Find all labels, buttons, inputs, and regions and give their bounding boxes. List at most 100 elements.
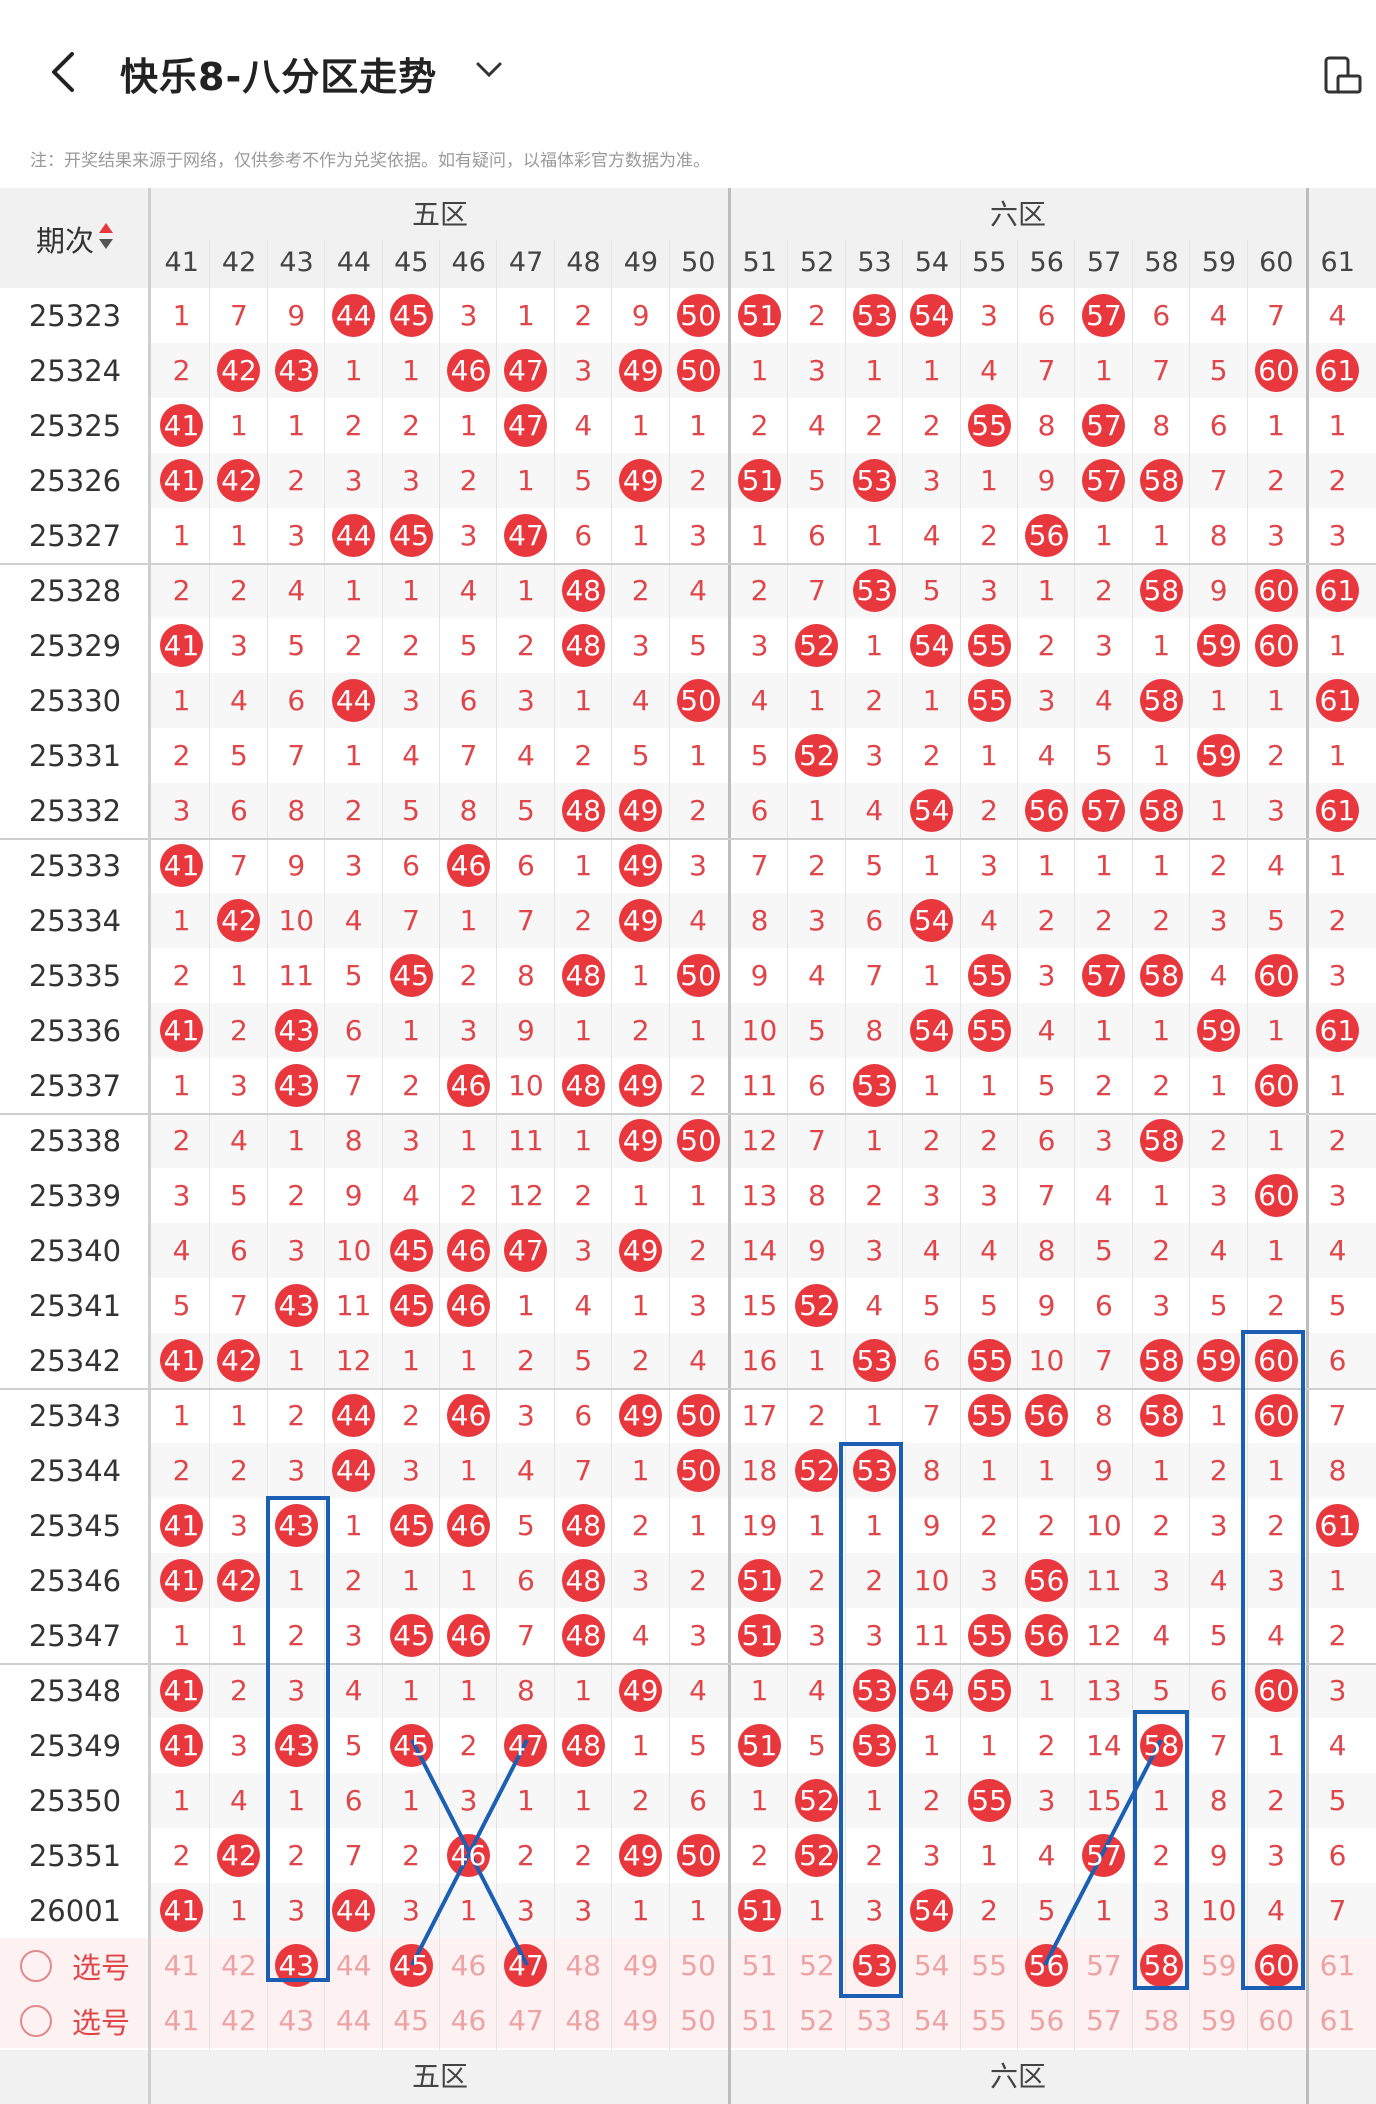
select-ball[interactable]: 57 — [1086, 1949, 1122, 1982]
miss-count: 3 — [1152, 1894, 1171, 1927]
miss-count: 9 — [631, 299, 650, 332]
miss-count: 3 — [459, 1014, 478, 1047]
miss-count: 1 — [689, 409, 707, 442]
hit-ball: 46 — [440, 1498, 497, 1553]
hit-ball: 53 — [846, 453, 903, 508]
sort-icon[interactable] — [94, 221, 114, 258]
page-title[interactable]: 快乐8-八分区走势 — [120, 55, 438, 99]
miss-count: 2 — [1152, 1509, 1171, 1542]
miss-count: 7 — [1328, 1894, 1347, 1927]
select-ball[interactable]: 43 — [278, 2004, 315, 2037]
select-ball[interactable]: 50 — [680, 2004, 716, 2037]
select-ball[interactable]: 45 — [393, 2004, 429, 2037]
zone-label-5: 五区 — [411, 198, 468, 231]
select-ball[interactable]: 46 — [450, 2004, 487, 2037]
select-ball[interactable]: 59 — [1200, 2004, 1237, 2037]
select-ball[interactable]: 49 — [622, 2004, 659, 2037]
hit-ball: 48 — [555, 1718, 612, 1773]
miss-count: 2 — [865, 1179, 884, 1212]
hit-ball: 44 — [325, 673, 382, 728]
miss-count: 12 — [741, 1124, 778, 1157]
hit-ball: 50 — [670, 1828, 727, 1883]
hit-ball: 47 — [497, 508, 554, 563]
miss-count: 1 — [172, 519, 191, 552]
miss-count: 2 — [574, 1839, 593, 1872]
device-rotate-icon[interactable] — [1320, 54, 1364, 98]
hit-ball: 49 — [612, 1828, 669, 1883]
miss-count: 15 — [741, 1289, 778, 1322]
select-ball[interactable]: 41 — [163, 1949, 200, 1982]
hit-ball: 42 — [210, 893, 267, 948]
issue-column-header[interactable]: 期次 — [0, 212, 150, 266]
select-ball[interactable]: 42 — [221, 2004, 257, 2037]
miss-count: 5 — [689, 629, 707, 662]
miss-count: 1 — [1209, 684, 1228, 717]
miss-count: 2 — [459, 1179, 478, 1212]
radio-button[interactable] — [20, 2004, 52, 2037]
select-ball[interactable]: 52 — [799, 2004, 835, 2037]
miss-count: 5 — [402, 794, 420, 827]
hit-ball: 41 — [153, 1718, 210, 1773]
select-ball[interactable]: 60 — [1258, 2004, 1294, 2037]
select-ball[interactable]: 41 — [163, 2004, 200, 2037]
select-ball-picked[interactable]: 60 — [1248, 1938, 1305, 1993]
miss-count: 12 — [508, 1179, 544, 1212]
column-header-50: 50 — [681, 246, 716, 278]
select-ball[interactable]: 58 — [1143, 2004, 1180, 2037]
select-ball-picked[interactable]: 58 — [1133, 1938, 1190, 1993]
hit-ball: 60 — [1248, 948, 1305, 1003]
select-ball[interactable]: 47 — [508, 2004, 544, 2037]
miss-count: 1 — [1037, 574, 1056, 607]
select-ball[interactable]: 56 — [1028, 2004, 1065, 2037]
miss-count: 2 — [1267, 464, 1285, 497]
radio-button[interactable] — [20, 1949, 52, 1982]
hit-ball: 59 — [1190, 1003, 1247, 1058]
chevron-down-icon[interactable] — [474, 60, 504, 80]
hit-ball: 60 — [1248, 1168, 1305, 1223]
select-ball[interactable]: 48 — [565, 2004, 602, 2037]
miss-count: 15 — [1086, 1784, 1122, 1817]
miss-count: 1 — [459, 1454, 478, 1487]
miss-count: 3 — [459, 299, 478, 332]
select-row-label[interactable]: 选号 — [0, 1938, 150, 1993]
select-ball-picked[interactable]: 56 — [1018, 1938, 1075, 1993]
miss-count: 2 — [1152, 904, 1171, 937]
select-ball[interactable]: 50 — [680, 1949, 716, 1982]
select-ball[interactable]: 48 — [565, 1949, 602, 1982]
select-ball[interactable]: 49 — [622, 1949, 659, 1982]
miss-count: 1 — [172, 1399, 191, 1432]
select-ball[interactable]: 61 — [1319, 2004, 1356, 2037]
select-ball[interactable]: 53 — [856, 2004, 893, 2037]
select-ball[interactable]: 61 — [1319, 1949, 1356, 1982]
select-row-label[interactable]: 选号 — [0, 1993, 150, 2048]
miss-count: 4 — [865, 794, 884, 827]
select-ball-picked[interactable]: 45 — [383, 1938, 440, 1993]
miss-count: 2 — [229, 574, 248, 607]
miss-count: 4 — [402, 739, 420, 772]
select-ball[interactable]: 44 — [335, 1949, 372, 1982]
select-ball[interactable]: 55 — [971, 1949, 1007, 1982]
miss-count: 2 — [287, 1179, 306, 1212]
miss-count: 2 — [922, 739, 941, 772]
select-ball[interactable]: 55 — [971, 2004, 1007, 2037]
select-ball[interactable]: 51 — [741, 2004, 778, 2037]
select-ball[interactable]: 42 — [221, 1949, 257, 1982]
select-ball-picked[interactable]: 53 — [846, 1938, 903, 1993]
select-ball[interactable]: 54 — [913, 2004, 950, 2037]
select-ball[interactable]: 46 — [450, 1949, 487, 1982]
column-header-53: 53 — [857, 246, 892, 278]
select-ball[interactable]: 44 — [335, 2004, 372, 2037]
issue-number: 25327 — [0, 508, 150, 563]
miss-count: 2 — [344, 794, 363, 827]
select-label: 选号 — [72, 2005, 131, 2040]
select-ball[interactable]: 52 — [799, 1949, 835, 1982]
miss-count: 2 — [1094, 574, 1113, 607]
select-ball[interactable]: 57 — [1086, 2004, 1122, 2037]
select-ball-picked[interactable]: 47 — [497, 1938, 554, 1993]
select-ball[interactable]: 59 — [1200, 1949, 1237, 1982]
select-ball[interactable]: 51 — [741, 1949, 778, 1982]
hit-ball: 41 — [153, 1883, 210, 1938]
select-ball[interactable]: 54 — [913, 1949, 950, 1982]
select-ball-picked[interactable]: 43 — [268, 1938, 325, 1993]
back-arrow-icon[interactable] — [44, 48, 84, 96]
